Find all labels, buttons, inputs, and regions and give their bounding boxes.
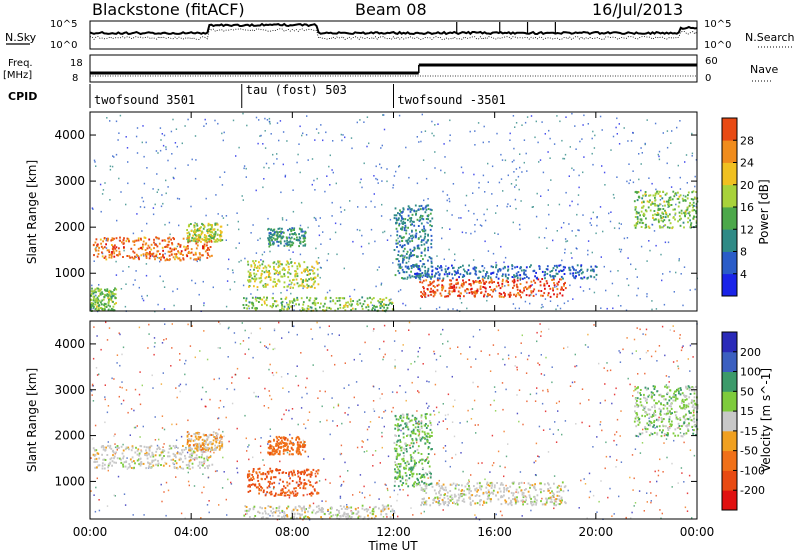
colorbar-tick-label: 50 xyxy=(740,385,754,398)
cpid-label: CPID xyxy=(8,90,37,103)
velocity-y-axis-label: Slant Range [km] xyxy=(25,368,39,472)
y-tick-label: 1000 xyxy=(54,266,85,280)
colorbar-swatch xyxy=(722,229,737,252)
colorbar-swatch xyxy=(722,431,737,451)
colorbar-tick-label: -200 xyxy=(740,484,765,497)
freq-tick-bottom: 8 xyxy=(72,73,78,84)
noise-strip-frame xyxy=(90,21,697,49)
colorbar-swatch xyxy=(722,118,737,141)
nsky-tick-bottom: 10^0 xyxy=(50,40,77,51)
y-tick-label: 2000 xyxy=(54,220,85,234)
x-tick-label: 08:00 xyxy=(275,525,310,539)
colorbar-swatch xyxy=(722,207,737,230)
cpid-segment-label: twofsound 3501 xyxy=(94,93,195,107)
colorbar-tick-label: 15 xyxy=(740,405,754,418)
nsky-tick-top: 10^5 xyxy=(50,19,77,30)
colorbar-tick-label: -15 xyxy=(740,425,758,438)
colorbar-tick-label: 28 xyxy=(740,134,754,147)
velocity-panel-bg xyxy=(90,321,697,519)
x-tick-label: 00:00 xyxy=(73,525,108,539)
colorbar-swatch xyxy=(722,411,737,431)
y-tick-label: 3000 xyxy=(54,383,85,397)
nsky-label: N.Sky xyxy=(5,31,37,44)
y-tick-label: 1000 xyxy=(54,474,85,488)
y-tick-label: 3000 xyxy=(54,174,85,188)
nave-label: Nave xyxy=(750,63,778,76)
freq-strip-frame xyxy=(90,55,697,82)
nsearch-tick-bottom: 10^0 xyxy=(704,40,731,51)
x-axis-label: Time UT xyxy=(367,539,418,553)
colorbar-swatch xyxy=(722,332,737,352)
noise-traces xyxy=(90,22,697,40)
colorbar-tick-label: -50 xyxy=(740,445,758,458)
y-tick-label: 4000 xyxy=(54,337,85,351)
colorbar-swatch xyxy=(722,185,737,208)
y-tick-label: 2000 xyxy=(54,429,85,443)
y-tick-label: 4000 xyxy=(54,128,85,142)
colorbar-swatch xyxy=(722,252,737,275)
colorbar-tick-label: 200 xyxy=(740,346,761,359)
velocity-colorbar-label: Velocity [m s^-1] xyxy=(759,368,773,472)
colorbar-tick-label: 24 xyxy=(740,157,754,170)
colorbar-swatch xyxy=(722,490,737,510)
power-colorbar-label: Power [dB] xyxy=(757,179,771,244)
freq-unit-label: [MHz] xyxy=(3,70,32,81)
colorbar-swatch xyxy=(722,451,737,471)
power-y-axis-label: Slant Range [km] xyxy=(25,160,39,264)
colorbar-swatch xyxy=(722,352,737,372)
beam-title: Beam 08 xyxy=(355,0,427,19)
x-tick-label: 12:00 xyxy=(376,525,411,539)
x-tick-label: 04:00 xyxy=(174,525,209,539)
x-tick-label: 16:00 xyxy=(477,525,512,539)
station-title: Blackstone (fitACF) xyxy=(92,0,245,19)
colorbar-swatch xyxy=(722,140,737,163)
freq-traces xyxy=(90,65,697,76)
nsearch-tick-top: 10^5 xyxy=(704,19,731,30)
x-tick-label: 20:00 xyxy=(579,525,614,539)
nave-tick-bottom: 0 xyxy=(705,73,711,84)
power-colorbar: 4 8 12 16 20 24 28 xyxy=(722,118,754,296)
cpid-segment-label: tau (fost) 503 xyxy=(246,83,347,97)
colorbar-tick-label: 12 xyxy=(740,223,754,236)
freq-label: Freq. xyxy=(8,58,33,69)
colorbar-swatch xyxy=(722,274,737,297)
colorbar-tick-label: 16 xyxy=(740,201,754,214)
x-tick-label: 00:00 xyxy=(680,525,715,539)
date-title: 16/Jul/2013 xyxy=(592,0,683,19)
colorbar-swatch xyxy=(722,163,737,186)
nave-tick-top: 60 xyxy=(705,56,718,67)
colorbar-swatch xyxy=(722,470,737,490)
nsearch-label: N.Search xyxy=(745,31,795,44)
colorbar-tick-label: 100 xyxy=(740,366,761,379)
colorbar-tick-label: 20 xyxy=(740,179,754,192)
colorbar-tick-label: 4 xyxy=(740,268,747,281)
power-panel-bg xyxy=(90,112,697,311)
colorbar-swatch xyxy=(722,391,737,411)
cpid-segment-label: twofsound -3501 xyxy=(398,93,506,107)
freq-tick-top: 18 xyxy=(70,58,83,69)
colorbar-tick-label: 8 xyxy=(740,246,747,259)
cpid-segments: twofsound 3501 tau (fost) 503 twofsound -3… xyxy=(90,83,506,108)
colorbar-swatch xyxy=(722,372,737,392)
